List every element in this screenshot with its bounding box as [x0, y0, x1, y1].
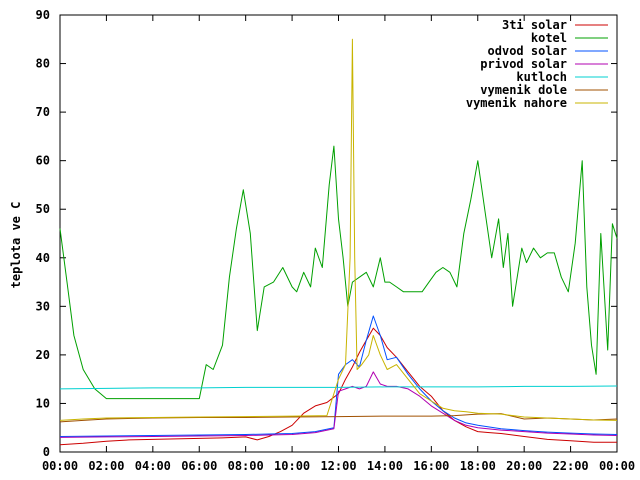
series-line-vymenik-nahore [59, 38, 618, 421]
x-tick-label: 08:00 [228, 459, 264, 473]
x-tick-label: 22:00 [553, 459, 589, 473]
y-tick-label: 80 [36, 57, 50, 71]
series-layer [59, 38, 618, 446]
series-line-kotel [59, 145, 618, 400]
legend-label: odvod solar [488, 44, 567, 58]
y-tick-label: 40 [36, 251, 50, 265]
y-tick-label: 10 [36, 396, 50, 410]
legend-label: vymenik nahore [466, 96, 567, 110]
x-tick-label: 12:00 [320, 459, 356, 473]
x-tick-label: 16:00 [413, 459, 449, 473]
x-tick-label: 10:00 [274, 459, 310, 473]
legend-label: vymenik dole [480, 83, 567, 97]
x-tick-label: 20:00 [506, 459, 542, 473]
series-line-odvod-solar [59, 315, 618, 437]
legend-label: kotel [531, 31, 567, 45]
x-tick-label: 00:00 [599, 459, 635, 473]
legend-label: 3ti solar [502, 18, 567, 32]
legend-label: kutloch [516, 70, 567, 84]
y-tick-label: 70 [36, 105, 50, 119]
axes: 0 10 20 30 40 50 60 70 80 90 00:00 02:00 04:00 06:00 0… [36, 8, 636, 473]
x-tick-label: 18:00 [460, 459, 496, 473]
series-line-privod-solar [59, 371, 618, 438]
y-tick-label: 20 [36, 348, 50, 362]
x-tick-label: 06:00 [181, 459, 217, 473]
x-tick-label: 14:00 [367, 459, 403, 473]
y-tick-label: 30 [36, 299, 50, 313]
series-line-3ti-solar [59, 327, 617, 446]
y-tick-label: 50 [36, 202, 50, 216]
y-axis-label: teplota ve C [9, 202, 23, 289]
y-tick-label: 90 [36, 8, 50, 22]
x-tick-label: 00:00 [42, 459, 78, 473]
y-tick-label: 60 [36, 154, 50, 168]
x-tick-label: 02:00 [88, 459, 124, 473]
x-tick-label: 04:00 [135, 459, 171, 473]
series-line-kutloch [59, 385, 618, 390]
y-tick-label: 0 [43, 445, 50, 459]
legend-label: privod solar [480, 57, 567, 71]
